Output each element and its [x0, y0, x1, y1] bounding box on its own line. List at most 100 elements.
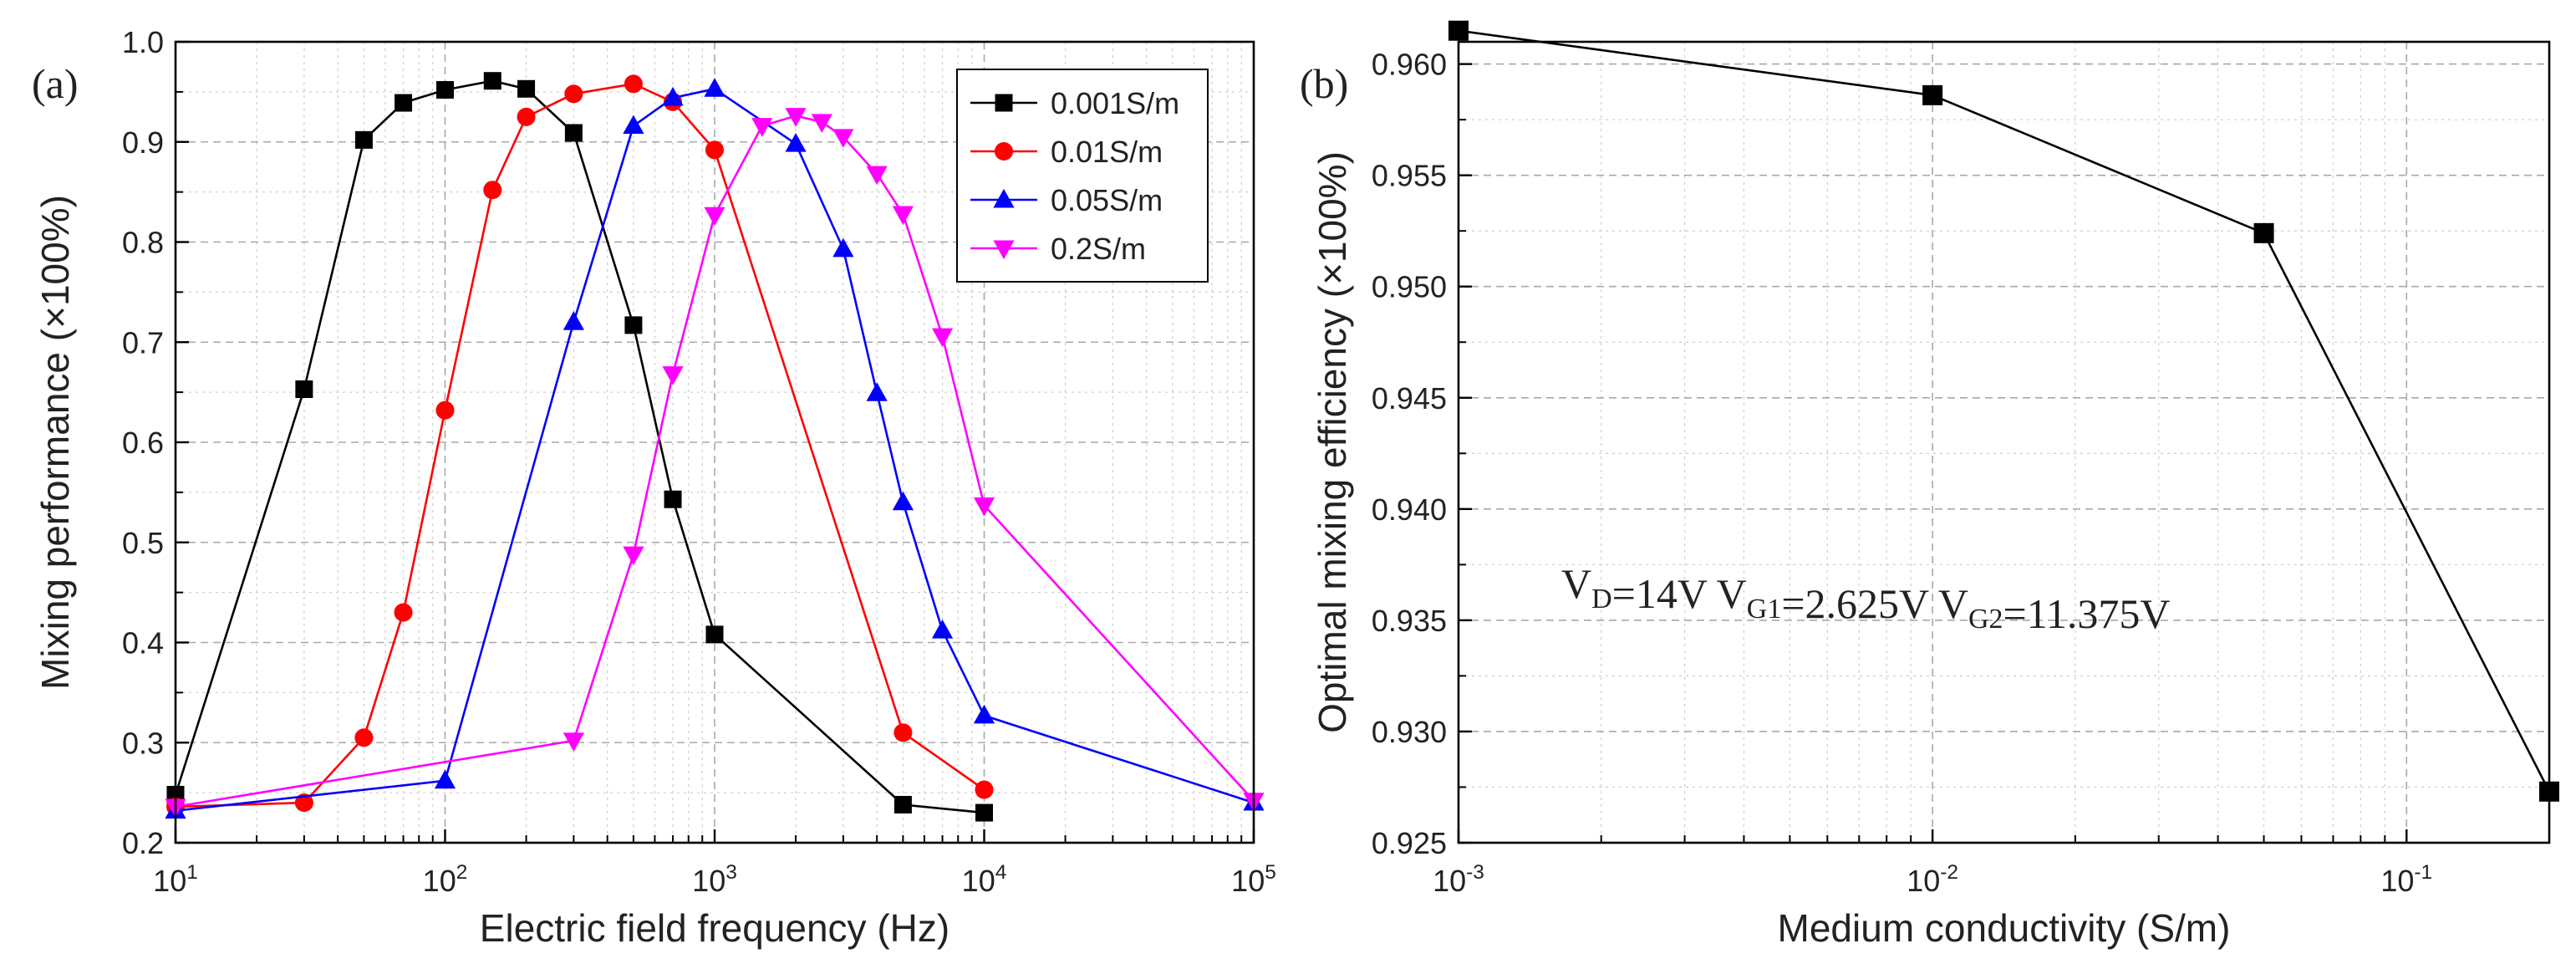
y-tick-label: 0.925 — [1372, 826, 1447, 860]
data-point — [705, 625, 724, 644]
data-point — [705, 140, 725, 160]
x-tick-label: 10-3 — [1433, 861, 1484, 898]
x-tick-label: 10-1 — [2380, 861, 2432, 898]
x-axis-title: Electric field frequency (Hz) — [480, 906, 949, 950]
legend-label: 0.001S/m — [1051, 86, 1179, 120]
data-point — [294, 793, 313, 813]
data-point — [563, 732, 584, 752]
y-tick-label: 0.7 — [122, 325, 164, 360]
series-3 — [165, 78, 1265, 819]
legend-marker — [993, 188, 1015, 208]
series-1 — [1448, 20, 2559, 802]
data-point — [435, 400, 455, 420]
y-tick-label: 0.955 — [1372, 159, 1447, 193]
legend-marker — [993, 240, 1015, 260]
y-tick-label: 0.5 — [122, 526, 164, 560]
x-tick-label: 102 — [423, 861, 468, 898]
data-point — [564, 84, 583, 104]
legend-label: 0.01S/m — [1051, 135, 1163, 169]
data-point — [704, 78, 725, 97]
plot-frame — [174, 40, 1255, 844]
y-tick-label: 0.8 — [122, 226, 164, 260]
y-tick-label: 0.935 — [1372, 604, 1447, 638]
data-point — [931, 328, 954, 348]
data-point — [832, 129, 854, 148]
y-tick-label: 0.930 — [1372, 715, 1447, 749]
y-tick-label: 0.945 — [1372, 381, 1447, 416]
x-axis-title: Medium conductivity (S/m) — [1778, 906, 2231, 950]
data-point — [1922, 84, 1943, 105]
data-point — [866, 382, 888, 401]
data-point — [624, 316, 643, 334]
data-point — [893, 795, 912, 813]
data-point — [354, 728, 374, 747]
panel-label: (b) — [1300, 60, 1348, 107]
data-point — [892, 491, 914, 511]
series-1 — [166, 72, 993, 822]
legend-entry: 0.01S/m — [970, 135, 1163, 169]
data-point — [931, 620, 954, 639]
legend-label: 0.2S/m — [1051, 232, 1146, 266]
data-point — [517, 79, 536, 98]
data-point — [662, 86, 684, 106]
data-point — [892, 206, 914, 226]
data-point — [811, 114, 832, 133]
voltage-annotation: VD=14V VG1=2.625V VG2=11.375V — [1561, 560, 2170, 637]
data-point — [662, 366, 684, 385]
x-tick-label: 105 — [1231, 861, 1276, 898]
data-point — [434, 769, 456, 789]
y-axis-title: Optimal mixing efficiency (×100%) — [1311, 151, 1354, 733]
x-tick-label: 10-2 — [1907, 861, 1958, 898]
data-point — [394, 603, 413, 622]
x-tick-label: 104 — [962, 861, 1007, 898]
y-tick-label: 0.9 — [122, 125, 164, 160]
legend-label: 0.05S/m — [1051, 183, 1163, 217]
series-line — [1458, 29, 2551, 793]
data-point — [564, 124, 583, 142]
data-point — [866, 166, 888, 186]
data-point — [664, 490, 682, 508]
data-point — [893, 723, 913, 742]
data-point — [483, 181, 502, 200]
data-point — [483, 72, 501, 90]
plot-frame — [1457, 40, 2551, 844]
data-point — [975, 803, 993, 822]
y-tick-label: 0.960 — [1372, 48, 1447, 82]
data-point — [1448, 20, 1469, 41]
data-point — [785, 108, 807, 127]
y-tick-label: 0.2 — [122, 826, 164, 860]
legend-marker — [995, 94, 1013, 112]
data-point — [624, 74, 643, 94]
data-point — [623, 546, 644, 566]
data-point — [973, 497, 995, 517]
series-line — [175, 115, 1255, 808]
legend-entry: 0.2S/m — [970, 232, 1146, 266]
data-point — [354, 130, 373, 149]
data-point — [395, 94, 413, 112]
data-point — [563, 311, 584, 330]
legend-marker — [994, 141, 1014, 161]
data-point — [623, 115, 644, 135]
legend-entry: 0.001S/m — [970, 86, 1179, 120]
y-tick-label: 1.0 — [122, 25, 164, 59]
data-point — [832, 237, 854, 258]
x-tick-label: 101 — [153, 861, 198, 898]
data-point — [785, 133, 807, 152]
y-tick-label: 0.940 — [1372, 492, 1447, 527]
panel-a-chart: 101 102 103 104 105 0.2 0.3 0.4 0.5 0.6 0.7 0.8 0.9 1… — [32, 25, 1276, 950]
data-point — [975, 780, 994, 799]
y-tick-label: 0.950 — [1372, 270, 1447, 304]
y-tick-label: 0.4 — [122, 626, 164, 660]
panel-label: (a) — [32, 60, 79, 107]
x-tick-label: 103 — [692, 861, 737, 898]
legend-entry: 0.05S/m — [970, 183, 1163, 217]
y-axis-title: Mixing performance (×100%) — [33, 195, 77, 690]
data-point — [751, 118, 773, 137]
data-point — [704, 207, 725, 227]
data-point — [517, 107, 536, 126]
plot-area — [1459, 42, 2549, 843]
data-point — [295, 380, 313, 399]
panel-b-chart: 10-3 10-2 10-1 0.925 0.930 0.935 0.940 0.945 0.9… — [1300, 20, 2559, 950]
y-tick-label: 0.6 — [122, 426, 164, 460]
